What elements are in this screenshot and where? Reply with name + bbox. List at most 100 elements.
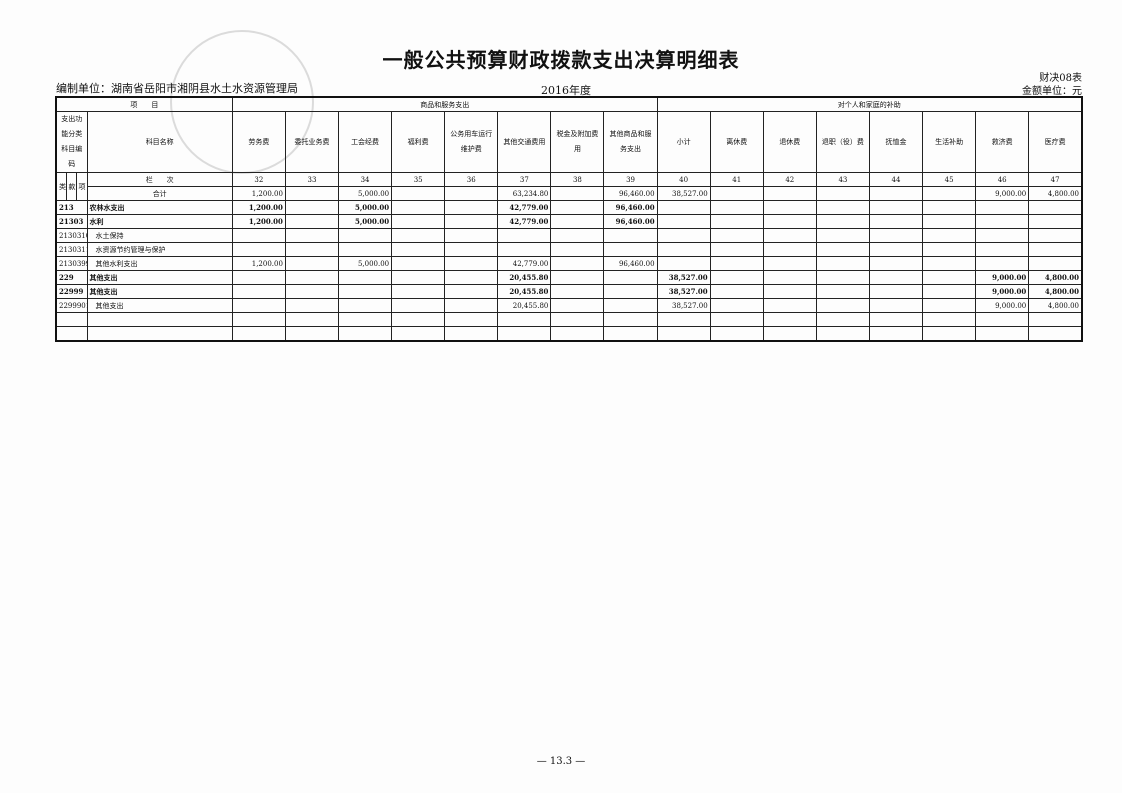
row-cell — [709, 312, 764, 327]
row-cell — [1028, 242, 1083, 257]
row-cell — [497, 228, 552, 243]
column-number: 32 — [231, 172, 286, 187]
row-cell: 9,000.00 — [975, 270, 1030, 285]
header-item: 项 目 — [55, 96, 233, 112]
row-cell — [1028, 326, 1083, 342]
row-code — [55, 326, 88, 342]
row-name: 水利 — [86, 214, 233, 229]
row-cell: 96,460.00 — [603, 256, 658, 271]
row-cell — [391, 270, 446, 285]
expenditure-table: 项 目商品和服务支出 对个人和家庭的补助 支出功能分类科目编码 科目名称 劳务费 委托业务… — [55, 96, 1083, 342]
column-number: 46 — [975, 172, 1030, 187]
row-name — [86, 312, 233, 327]
row-cell — [603, 228, 658, 243]
row-cell — [815, 284, 870, 299]
row-cell — [231, 312, 286, 327]
column-number: 42 — [762, 172, 817, 187]
row-cell — [1028, 256, 1083, 271]
form-number: 财决08表 — [1039, 73, 1082, 84]
column-header: 其他商品和服务支出 — [603, 111, 658, 173]
row-cell — [922, 242, 977, 257]
row-code: 2299901 — [55, 298, 88, 313]
form-info: 财决08表 金额单位：元 — [1022, 72, 1082, 98]
row-cell — [762, 312, 817, 327]
column-number: 36 — [444, 172, 499, 187]
row-cell — [1028, 200, 1083, 215]
table-row: 21303 水利 1,200.00 5,000.00 42,779.00 96,460.0… — [55, 214, 1083, 229]
total-cell: 1,200.00 — [231, 186, 286, 201]
row-cell — [497, 312, 552, 327]
column-header: 福利费 — [391, 111, 446, 173]
row-cell — [1028, 228, 1083, 243]
row-cell — [868, 256, 924, 271]
column-number: 44 — [868, 172, 924, 187]
row-cell: 38,527.00 — [656, 284, 711, 299]
row-cell — [922, 312, 977, 327]
row-name: 其他水利支出 — [86, 256, 233, 271]
row-code: 2130311 — [55, 242, 88, 257]
total-cell — [284, 186, 340, 201]
row-code: 21303 — [55, 214, 88, 229]
row-name: 其他支出 — [86, 270, 233, 285]
fiscal-year: 2016年度 — [541, 84, 591, 97]
row-cell: 20,455.80 — [497, 298, 552, 313]
row-cell — [922, 214, 977, 229]
row-cell — [868, 228, 924, 243]
header-name: 科目名称 — [86, 111, 233, 173]
row-cell — [550, 270, 605, 285]
total-label: 合计 — [86, 186, 233, 201]
row-cell — [868, 214, 924, 229]
row-cell — [391, 242, 446, 257]
row-cell — [762, 200, 817, 215]
row-cell — [444, 200, 499, 215]
row-cell — [762, 256, 817, 271]
header-lei: 类 — [55, 172, 67, 201]
row-cell — [284, 312, 340, 327]
row-cell — [231, 270, 286, 285]
row-cell — [444, 256, 499, 271]
row-cell — [1028, 312, 1083, 327]
row-cell — [762, 326, 817, 342]
row-name: 其他支出 — [86, 284, 233, 299]
row-cell — [975, 256, 1030, 271]
row-cell: 5,000.00 — [338, 200, 393, 215]
row-cell: 1,200.00 — [231, 256, 286, 271]
total-cell: 5,000.00 — [338, 186, 393, 201]
row-cell — [656, 256, 711, 271]
row-cell — [709, 270, 764, 285]
row-cell — [550, 242, 605, 257]
row-cell — [284, 214, 340, 229]
row-cell — [391, 228, 446, 243]
row-cell — [815, 326, 870, 342]
row-cell — [603, 242, 658, 257]
column-number: 33 — [284, 172, 340, 187]
row-cell — [550, 228, 605, 243]
column-number: 34 — [338, 172, 393, 187]
row-cell — [922, 298, 977, 313]
row-cell — [497, 242, 552, 257]
total-cell: 9,000.00 — [975, 186, 1030, 201]
row-cell — [709, 228, 764, 243]
row-cell — [391, 298, 446, 313]
column-number: 38 — [550, 172, 605, 187]
row-cell — [338, 270, 393, 285]
row-cell — [444, 284, 499, 299]
row-cell: 96,460.00 — [603, 214, 658, 229]
row-cell — [815, 228, 870, 243]
row-cell: 42,779.00 — [497, 200, 552, 215]
row-cell — [762, 298, 817, 313]
row-name: 水土保持 — [86, 228, 233, 243]
row-cell — [922, 200, 977, 215]
row-cell — [815, 270, 870, 285]
row-cell — [975, 200, 1030, 215]
row-cell — [762, 284, 817, 299]
row-cell — [922, 284, 977, 299]
row-cell — [922, 256, 977, 271]
row-cell — [391, 214, 446, 229]
column-number: 45 — [922, 172, 977, 187]
row-cell — [444, 228, 499, 243]
row-cell: 20,455.80 — [497, 284, 552, 299]
header-lanci: 栏 次 — [86, 172, 233, 187]
row-cell — [497, 326, 552, 342]
